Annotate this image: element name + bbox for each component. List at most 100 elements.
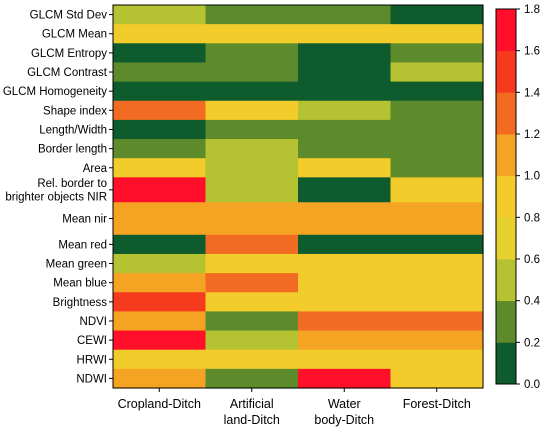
- heatmap-cell: [205, 292, 299, 312]
- heatmap-cell: [113, 81, 207, 102]
- heatmap-cell: [298, 202, 392, 236]
- colorbar-tick-label: 1.6: [524, 46, 540, 58]
- heatmap-cell: [205, 234, 299, 255]
- heatmap-cell: [113, 139, 207, 159]
- heatmap-cell: [113, 5, 207, 25]
- heatmap-cell: [390, 177, 484, 203]
- heatmap-cell: [390, 292, 484, 312]
- heatmap-cell: [205, 158, 299, 178]
- heatmap-cell: [298, 119, 392, 140]
- heatmap-cell: [205, 24, 299, 44]
- heatmap-cell: [390, 253, 484, 274]
- heatmap-cell: [390, 311, 484, 332]
- heatmap-cell: [390, 330, 484, 351]
- heatmap-cell: [298, 139, 392, 159]
- heatmap-cell: [298, 292, 392, 312]
- heatmap-cell: [298, 62, 392, 83]
- heatmap-cell: [390, 43, 484, 64]
- heatmap-cell: [298, 43, 392, 64]
- colorbar-swatch: [496, 175, 516, 218]
- heatmap-cell: [113, 158, 207, 178]
- heatmap-cell: [113, 119, 207, 140]
- heatmap-cell: [205, 100, 299, 121]
- heatmap-cell: [390, 139, 484, 159]
- heatmap-cell: [113, 177, 207, 203]
- row-label-glcm-contrast: GLCM Contrast: [27, 67, 108, 79]
- row-labels: GLCM Std Dev GLCM Mean GLCM Entropy GLCM Co…: [3, 10, 113, 385]
- heatmap-cell: [298, 177, 392, 203]
- colorbar-swatch: [496, 342, 516, 385]
- heatmap-cell: [298, 81, 392, 102]
- row-label-glcm-homogeneity: GLCM Homogeneity: [3, 86, 107, 98]
- heatmap-cell: [298, 311, 392, 332]
- heatmap-cell: [390, 202, 484, 236]
- heatmap-cell: [390, 158, 484, 178]
- row-label-cewi: CEWI: [77, 335, 107, 347]
- colorbar-tick-label: 0.6: [524, 254, 540, 266]
- heatmap-cell: [390, 100, 484, 121]
- heatmap-cells: [112, 4, 484, 389]
- colorbar: 0.0 0.2 0.4 0.6 0.8 1.0 1.2 1.4 1.6 1.8: [495, 4, 541, 391]
- row-label-mean-blue: Mean blue: [53, 278, 107, 290]
- row-label-mean-red: Mean red: [58, 239, 107, 251]
- colorbar-frame: [495, 8, 517, 385]
- heatmap-cell: [205, 139, 299, 159]
- heatmap-cell: [298, 273, 392, 293]
- heatmap-cell: [298, 234, 392, 255]
- heatmap-cell: [298, 253, 392, 274]
- heatmap-cell: [205, 273, 299, 293]
- heatmap-cell: [113, 311, 207, 332]
- row-label-mean-nir: Mean nir: [62, 214, 107, 226]
- column-label-artificial-land-ditch: Artificial land-Ditch: [224, 397, 280, 427]
- heatmap-cell: [205, 43, 299, 64]
- row-label-ndwi: NDWI: [76, 373, 107, 385]
- colorbar-swatch: [496, 134, 516, 177]
- heatmap-cell: [298, 5, 392, 25]
- colorbar-tick-label: 0.2: [524, 337, 540, 349]
- row-label-glcm-std-dev: GLCM Std Dev: [30, 10, 108, 22]
- row-label-area: Area: [83, 163, 108, 175]
- heatmap-cell: [113, 292, 207, 312]
- heatmap-cell: [113, 273, 207, 293]
- row-label-glcm-entropy: GLCM Entropy: [31, 48, 107, 60]
- row-label-hrwi: HRWI: [77, 354, 107, 366]
- heatmap-cell: [205, 349, 299, 370]
- colorbar-tick-label: 1.8: [524, 4, 540, 16]
- heatmap-cell: [205, 5, 299, 25]
- row-label-mean-green: Mean green: [46, 259, 107, 271]
- colorbar-tick-label: 0.4: [524, 296, 541, 308]
- heatmap-cell: [390, 368, 484, 389]
- heatmap-cell: [113, 100, 207, 121]
- heatmap-cell: [205, 62, 299, 83]
- heatmap-cell: [205, 330, 299, 351]
- heatmap-cell: [205, 81, 299, 102]
- colorbar-tick-label: 1.2: [524, 129, 540, 141]
- heatmap-cell: [390, 119, 484, 140]
- heatmap-cell: [113, 24, 207, 44]
- heatmap-cell: [298, 158, 392, 178]
- heatmap-cell: [390, 349, 484, 370]
- heatmap-cell: [390, 24, 484, 44]
- heatmap-cell: [113, 253, 207, 274]
- heatmap-cell: [298, 349, 392, 370]
- row-label-border-length: Border length: [38, 144, 107, 156]
- row-label-brightness: Brightness: [53, 297, 108, 309]
- heatmap-cell: [298, 24, 392, 44]
- heatmap-cell: [205, 202, 299, 236]
- colorbar-tick-label: 1.0: [524, 171, 540, 183]
- heatmap-cell: [113, 368, 207, 389]
- heatmap-cell: [390, 81, 484, 102]
- heatmap-cell: [205, 177, 299, 203]
- heatmap-cell: [113, 234, 207, 255]
- colorbar-swatch: [496, 259, 516, 302]
- heatmap-cell: [298, 368, 392, 389]
- column-label-forest-ditch: Forest-Ditch: [403, 397, 471, 411]
- column-label-cropland-ditch: Cropland-Ditch: [118, 397, 201, 411]
- heatmap-cell: [390, 273, 484, 293]
- heatmap-cell: [390, 62, 484, 83]
- heatmap-cell: [205, 311, 299, 332]
- row-label-length-width: Length/Width: [39, 124, 107, 136]
- colorbar-tick-label: 0.0: [524, 379, 540, 391]
- heatmap-cell: [205, 119, 299, 140]
- heatmap-cell: [205, 253, 299, 274]
